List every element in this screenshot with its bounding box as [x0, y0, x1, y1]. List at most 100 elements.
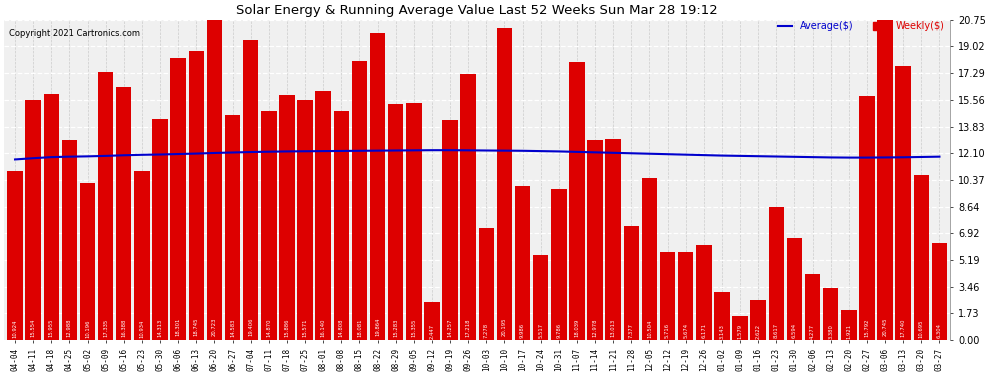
Bar	[7, 171, 23, 340]
Text: 15.792: 15.792	[864, 318, 869, 337]
Text: 15.571: 15.571	[303, 318, 308, 337]
Bar	[406, 103, 422, 340]
Bar	[116, 87, 132, 340]
Text: 3.380: 3.380	[829, 324, 834, 339]
Bar	[170, 57, 186, 340]
Bar	[152, 119, 167, 340]
Bar	[279, 95, 295, 340]
Text: 14.870: 14.870	[266, 318, 271, 337]
Text: 17.218: 17.218	[465, 318, 470, 337]
Text: 12.978: 12.978	[593, 319, 598, 337]
Bar	[787, 238, 802, 340]
Bar	[823, 288, 839, 340]
Text: 6.171: 6.171	[701, 323, 706, 338]
Text: 18.039: 18.039	[574, 318, 579, 336]
Bar	[460, 74, 476, 340]
Bar	[714, 291, 730, 340]
Bar	[533, 255, 548, 340]
Bar	[135, 171, 149, 340]
Title: Solar Energy & Running Average Value Last 52 Weeks Sun Mar 28 19:12: Solar Energy & Running Average Value Las…	[237, 4, 718, 17]
Bar	[388, 104, 403, 340]
Bar	[243, 40, 258, 340]
Text: 19.864: 19.864	[375, 318, 380, 336]
Text: 14.808: 14.808	[339, 318, 344, 337]
Text: 2.622: 2.622	[755, 324, 760, 339]
Text: 14.583: 14.583	[230, 319, 235, 337]
Text: 12.988: 12.988	[67, 319, 72, 337]
Text: 10.196: 10.196	[85, 319, 90, 338]
Text: 20.745: 20.745	[882, 318, 888, 336]
Bar	[877, 20, 893, 340]
Bar	[842, 310, 856, 340]
Bar	[515, 186, 531, 340]
Text: 17.335: 17.335	[103, 318, 108, 337]
Bar	[768, 207, 784, 340]
Bar	[207, 20, 222, 340]
Text: 6.594: 6.594	[792, 323, 797, 338]
Bar	[805, 274, 821, 340]
Bar	[26, 100, 41, 340]
Bar	[44, 94, 59, 340]
Bar	[80, 183, 95, 340]
Bar	[297, 100, 313, 340]
Bar	[351, 61, 367, 340]
Bar	[225, 115, 241, 340]
Text: 15.955: 15.955	[49, 318, 53, 337]
Bar	[261, 111, 276, 340]
Text: 10.934: 10.934	[140, 319, 145, 338]
Text: 20.195: 20.195	[502, 318, 507, 336]
Bar	[859, 96, 874, 340]
Text: 1.579: 1.579	[738, 324, 742, 339]
Bar	[334, 111, 349, 340]
Text: 5.716: 5.716	[665, 323, 670, 338]
Bar	[896, 66, 911, 340]
Text: 1.921: 1.921	[846, 324, 851, 339]
Text: 18.081: 18.081	[357, 318, 362, 336]
Text: 15.355: 15.355	[411, 318, 417, 337]
Bar	[478, 228, 494, 340]
Text: 14.313: 14.313	[157, 319, 162, 337]
Text: 18.745: 18.745	[194, 318, 199, 336]
Text: 10.504: 10.504	[646, 319, 652, 338]
Text: 15.554: 15.554	[31, 318, 36, 337]
Text: 4.277: 4.277	[810, 324, 815, 339]
Text: 7.278: 7.278	[484, 323, 489, 338]
Text: 20.723: 20.723	[212, 318, 217, 336]
Bar	[551, 189, 566, 340]
Text: 3.143: 3.143	[720, 324, 725, 339]
Legend: Average($), Weekly($): Average($), Weekly($)	[778, 21, 944, 32]
Bar	[61, 140, 77, 340]
Text: 13.013: 13.013	[611, 319, 616, 337]
Text: 8.617: 8.617	[774, 323, 779, 338]
Bar	[425, 302, 440, 340]
Text: 18.301: 18.301	[175, 318, 180, 336]
Text: 16.388: 16.388	[122, 318, 127, 337]
Text: 10.695: 10.695	[919, 319, 924, 338]
Text: 19.406: 19.406	[248, 318, 253, 336]
Text: 15.283: 15.283	[393, 319, 398, 337]
Bar	[678, 252, 693, 340]
Bar	[606, 139, 621, 340]
Text: 10.924: 10.924	[13, 319, 18, 338]
Bar	[642, 178, 657, 340]
Bar	[750, 300, 766, 340]
Text: 5.517: 5.517	[539, 323, 544, 339]
Text: 17.740: 17.740	[901, 318, 906, 336]
Bar	[569, 62, 585, 340]
Bar	[443, 120, 457, 340]
Text: 15.886: 15.886	[284, 318, 289, 337]
Text: Copyright 2021 Cartronics.com: Copyright 2021 Cartronics.com	[9, 29, 140, 38]
Text: 2.447: 2.447	[430, 324, 435, 339]
Bar	[587, 140, 603, 340]
Text: 9.986: 9.986	[520, 322, 525, 338]
Text: 5.674: 5.674	[683, 323, 688, 338]
Bar	[660, 252, 675, 340]
Bar	[696, 245, 712, 340]
Bar	[316, 91, 331, 340]
Text: 14.257: 14.257	[447, 319, 452, 337]
Bar	[624, 226, 639, 340]
Text: 7.377: 7.377	[629, 323, 634, 338]
Text: 6.304: 6.304	[937, 323, 941, 338]
Bar	[98, 72, 114, 340]
Bar	[932, 243, 947, 340]
